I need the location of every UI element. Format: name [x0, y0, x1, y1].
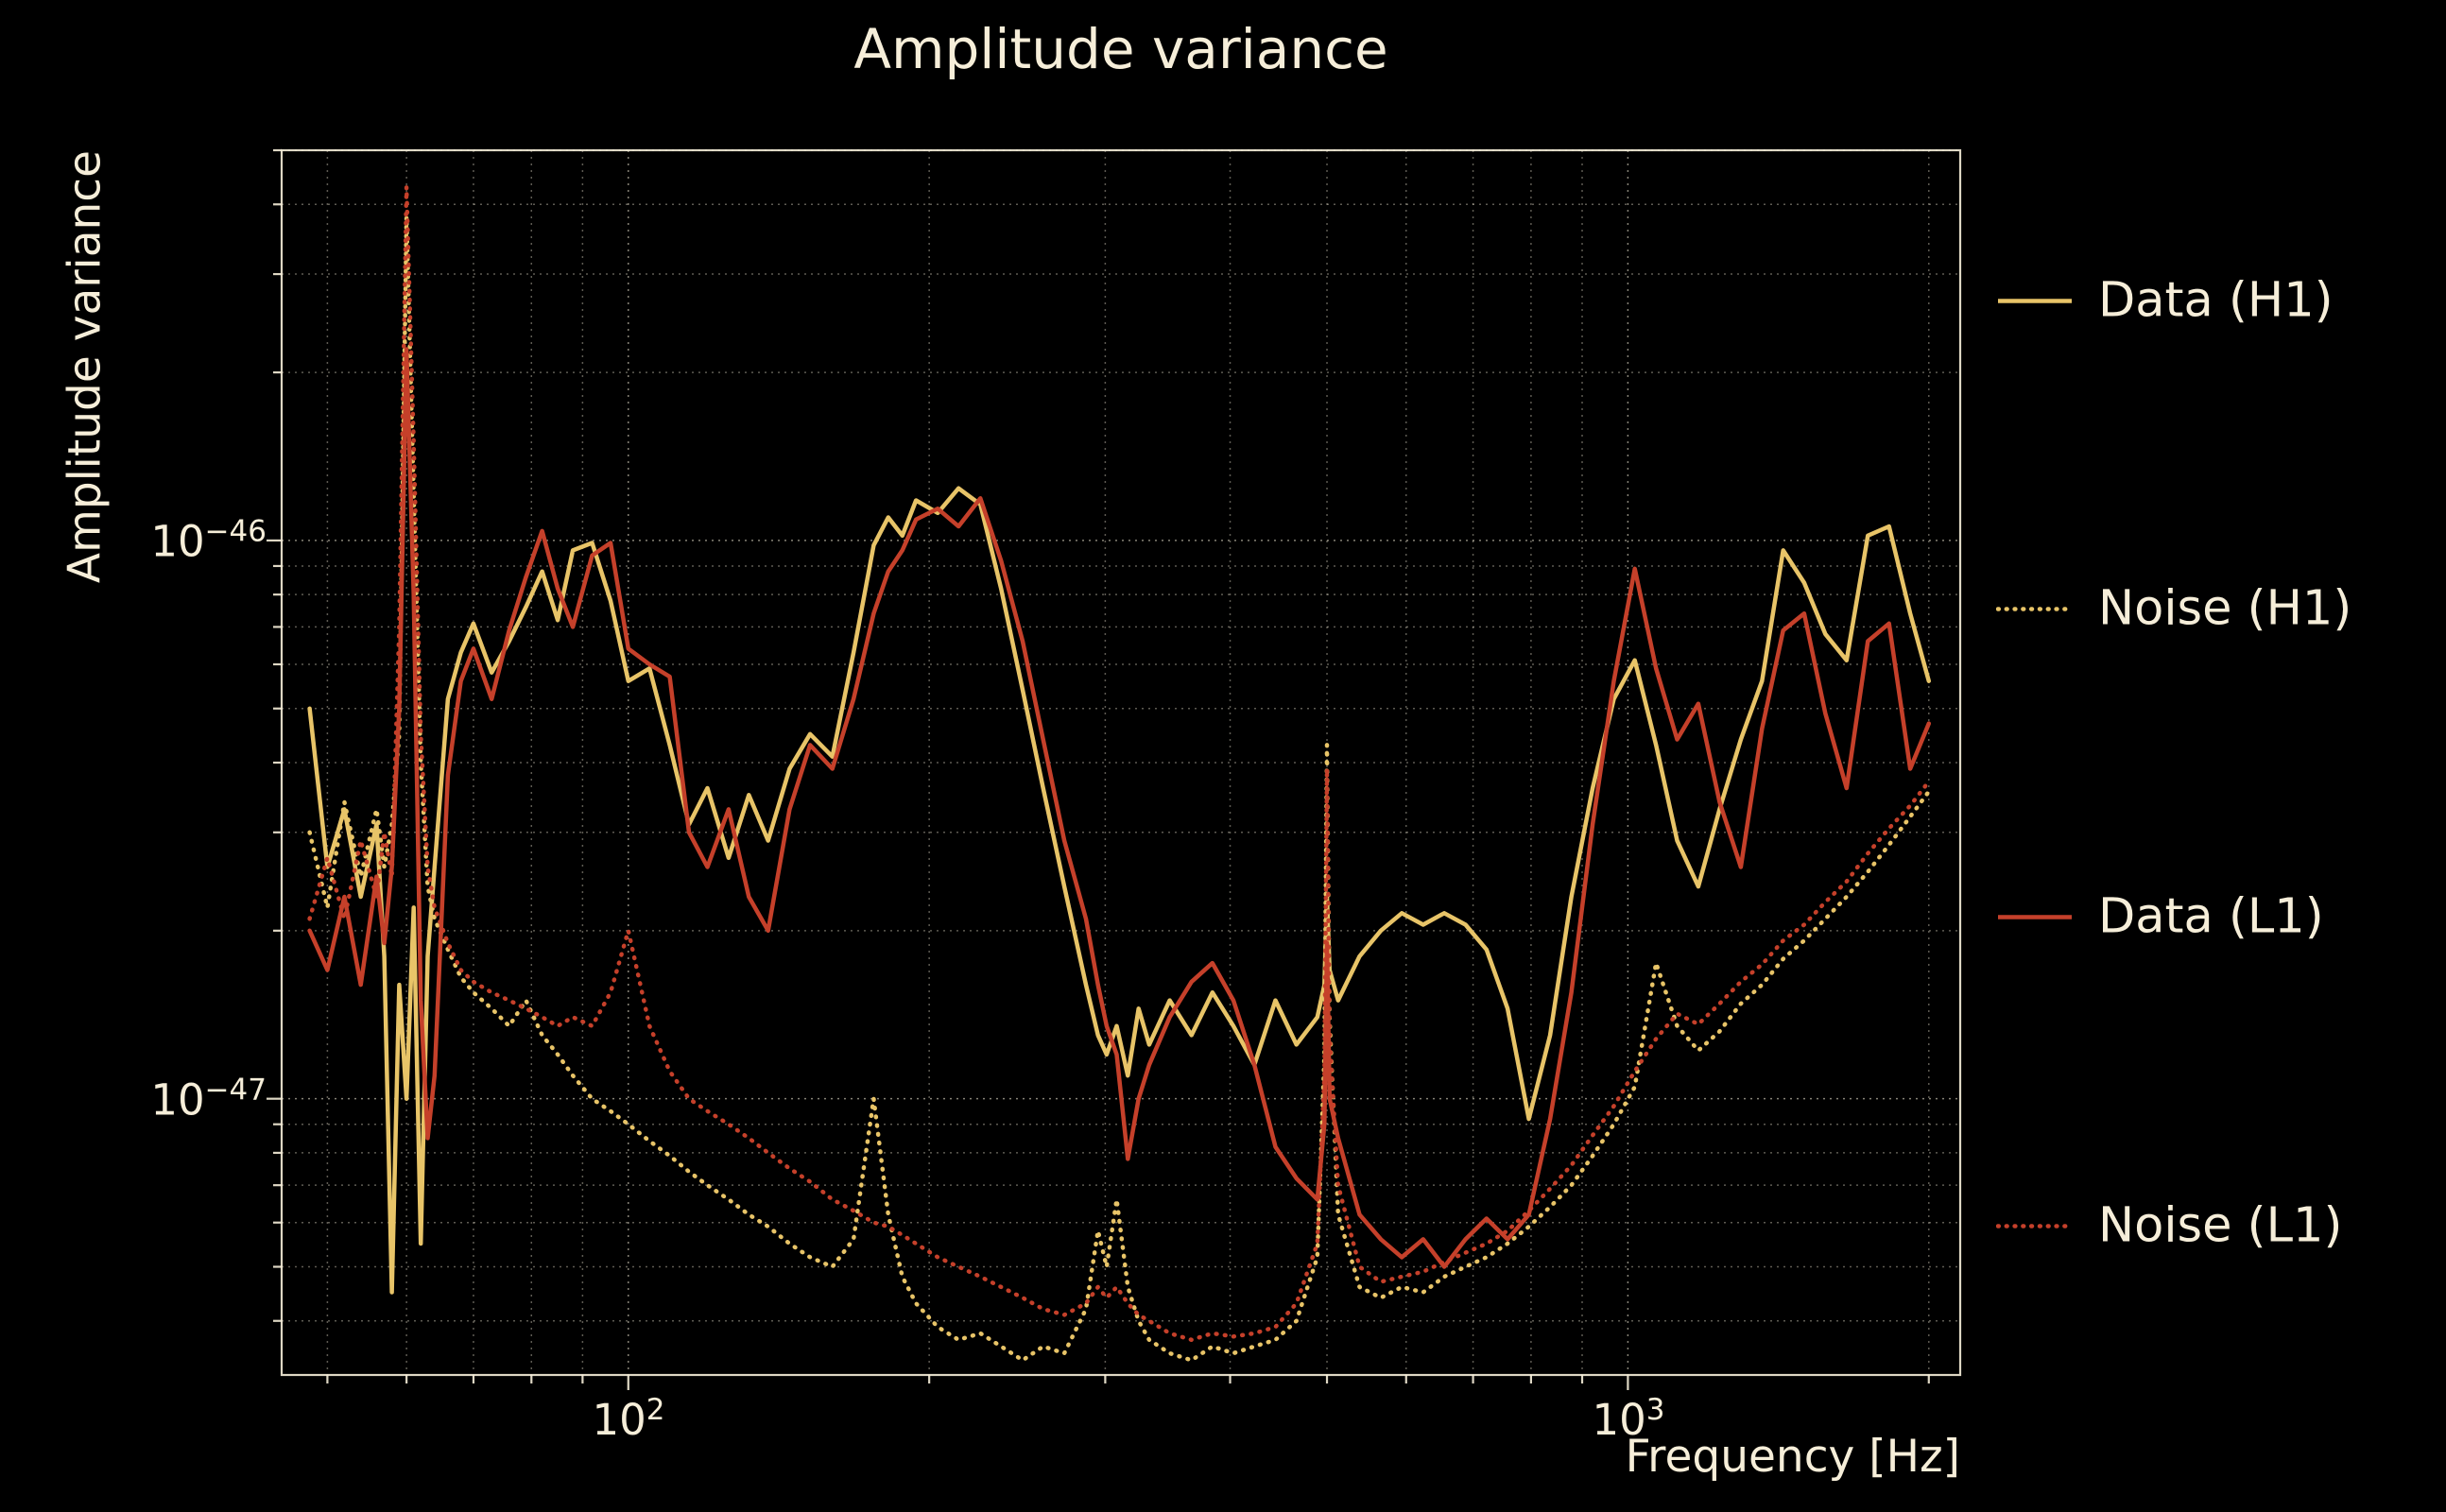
axis-ticks [267, 148, 1930, 1390]
plot-border [280, 148, 1962, 1377]
series-line-data-h1 [307, 486, 1932, 1295]
tick-exponent: −46 [204, 514, 267, 549]
grid-lines [282, 149, 1960, 1375]
series-lines [307, 184, 1932, 1363]
y-tick-label-1e-46: 10−46 [150, 515, 267, 567]
series-line-data-l1 [307, 347, 1932, 1269]
y-tick-label-1e-47: 10−47 [150, 1074, 267, 1125]
x-axis-label: Frequency [Hz] [1625, 1431, 1960, 1483]
tick-exponent: −47 [204, 1073, 267, 1108]
tick-base: 10 [592, 1395, 646, 1445]
tick-exponent: 3 [1645, 1393, 1665, 1427]
tick-base: 10 [1592, 1395, 1646, 1445]
x-tick-label-100: 102 [593, 1393, 665, 1445]
tick-base: 10 [150, 1074, 205, 1125]
tick-base: 10 [150, 516, 205, 567]
tick-exponent: 2 [646, 1393, 665, 1427]
x-tick-label-1000: 103 [1593, 1393, 1665, 1445]
series-line-noise-l1 [307, 184, 1932, 1343]
chart-title: Amplitude variance [853, 17, 1388, 81]
series-line-noise-h1 [307, 215, 1932, 1363]
